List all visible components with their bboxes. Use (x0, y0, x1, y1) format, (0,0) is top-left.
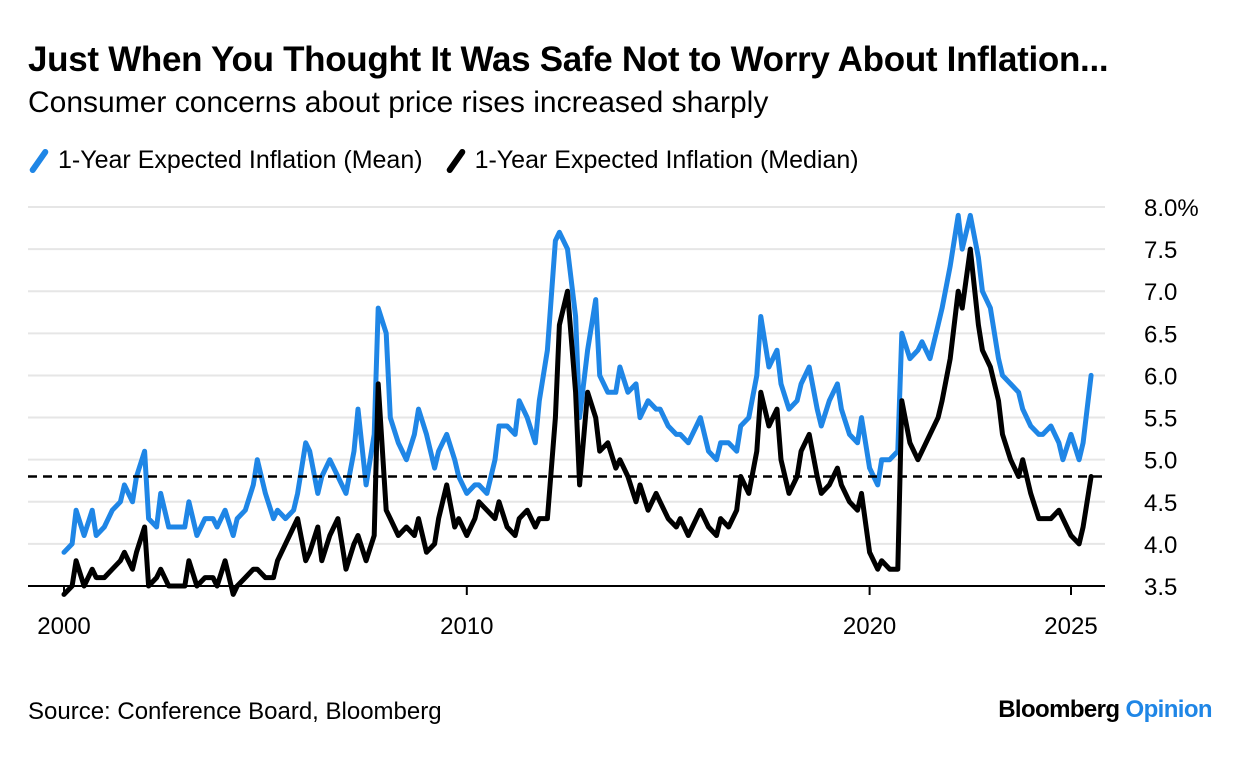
series-line-median (61, 246, 1094, 597)
brand-bloomberg: Bloomberg (998, 696, 1120, 723)
legend: 1-Year Expected Inflation (Mean) 1-Year … (28, 146, 881, 175)
source-note: Source: Conference Board, Bloomberg (28, 698, 442, 725)
x-tick-label: 2010 (440, 613, 493, 640)
y-tick-label: 4.0 (1144, 532, 1177, 559)
y-tick-label: 5.5 (1144, 406, 1177, 433)
legend-item-median: 1-Year Expected Inflation (Median) (445, 146, 859, 175)
chart-subtitle: Consumer concerns about price rises incr… (28, 86, 769, 119)
legend-label-mean: 1-Year Expected Inflation (Mean) (58, 146, 423, 174)
x-tick-label: 2020 (843, 613, 896, 640)
brand-logo: Bloomberg Opinion (998, 696, 1212, 724)
x-tick-label: 2025 (1044, 613, 1097, 640)
legend-item-mean: 1-Year Expected Inflation (Mean) (28, 146, 423, 175)
x-tick-label: 2000 (37, 613, 90, 640)
chart-title: Just When You Thought It Was Safe Not to… (28, 40, 1109, 79)
legend-label-median: 1-Year Expected Inflation (Median) (474, 146, 859, 174)
y-tick-label: 4.5 (1144, 490, 1177, 517)
y-tick-label: 7.0 (1144, 279, 1177, 306)
y-tick-label: 3.5 (1144, 574, 1177, 601)
y-tick-label: 6.5 (1144, 321, 1177, 348)
y-tick-label: 5.0 (1144, 448, 1177, 475)
y-tick-label: 8.0% (1144, 195, 1199, 222)
brand-opinion: Opinion (1125, 696, 1213, 723)
y-tick-label: 7.5 (1144, 237, 1177, 264)
y-tick-label: 6.0 (1144, 363, 1177, 390)
series-line-mean (61, 212, 1094, 555)
